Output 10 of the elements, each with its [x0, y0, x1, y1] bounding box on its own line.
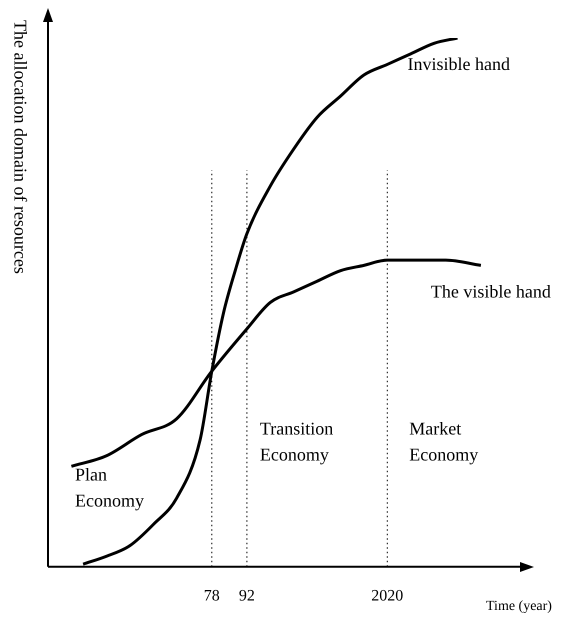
annotation: Market Economy — [409, 418, 478, 465]
series-label: The visible hand — [430, 281, 551, 302]
x-axis-title: Time (year) — [486, 599, 552, 614]
x-tick-label: 78 — [204, 588, 220, 605]
x-tick-label: 92 — [238, 588, 255, 605]
series-label: Invisible hand — [408, 54, 510, 74]
annotation: Transition Economy — [260, 418, 334, 465]
annotation: Plan Economy — [75, 464, 144, 511]
y-axis-title: The allocation domain of resources — [10, 20, 30, 274]
x-tick-label: 2020 — [371, 588, 404, 605]
